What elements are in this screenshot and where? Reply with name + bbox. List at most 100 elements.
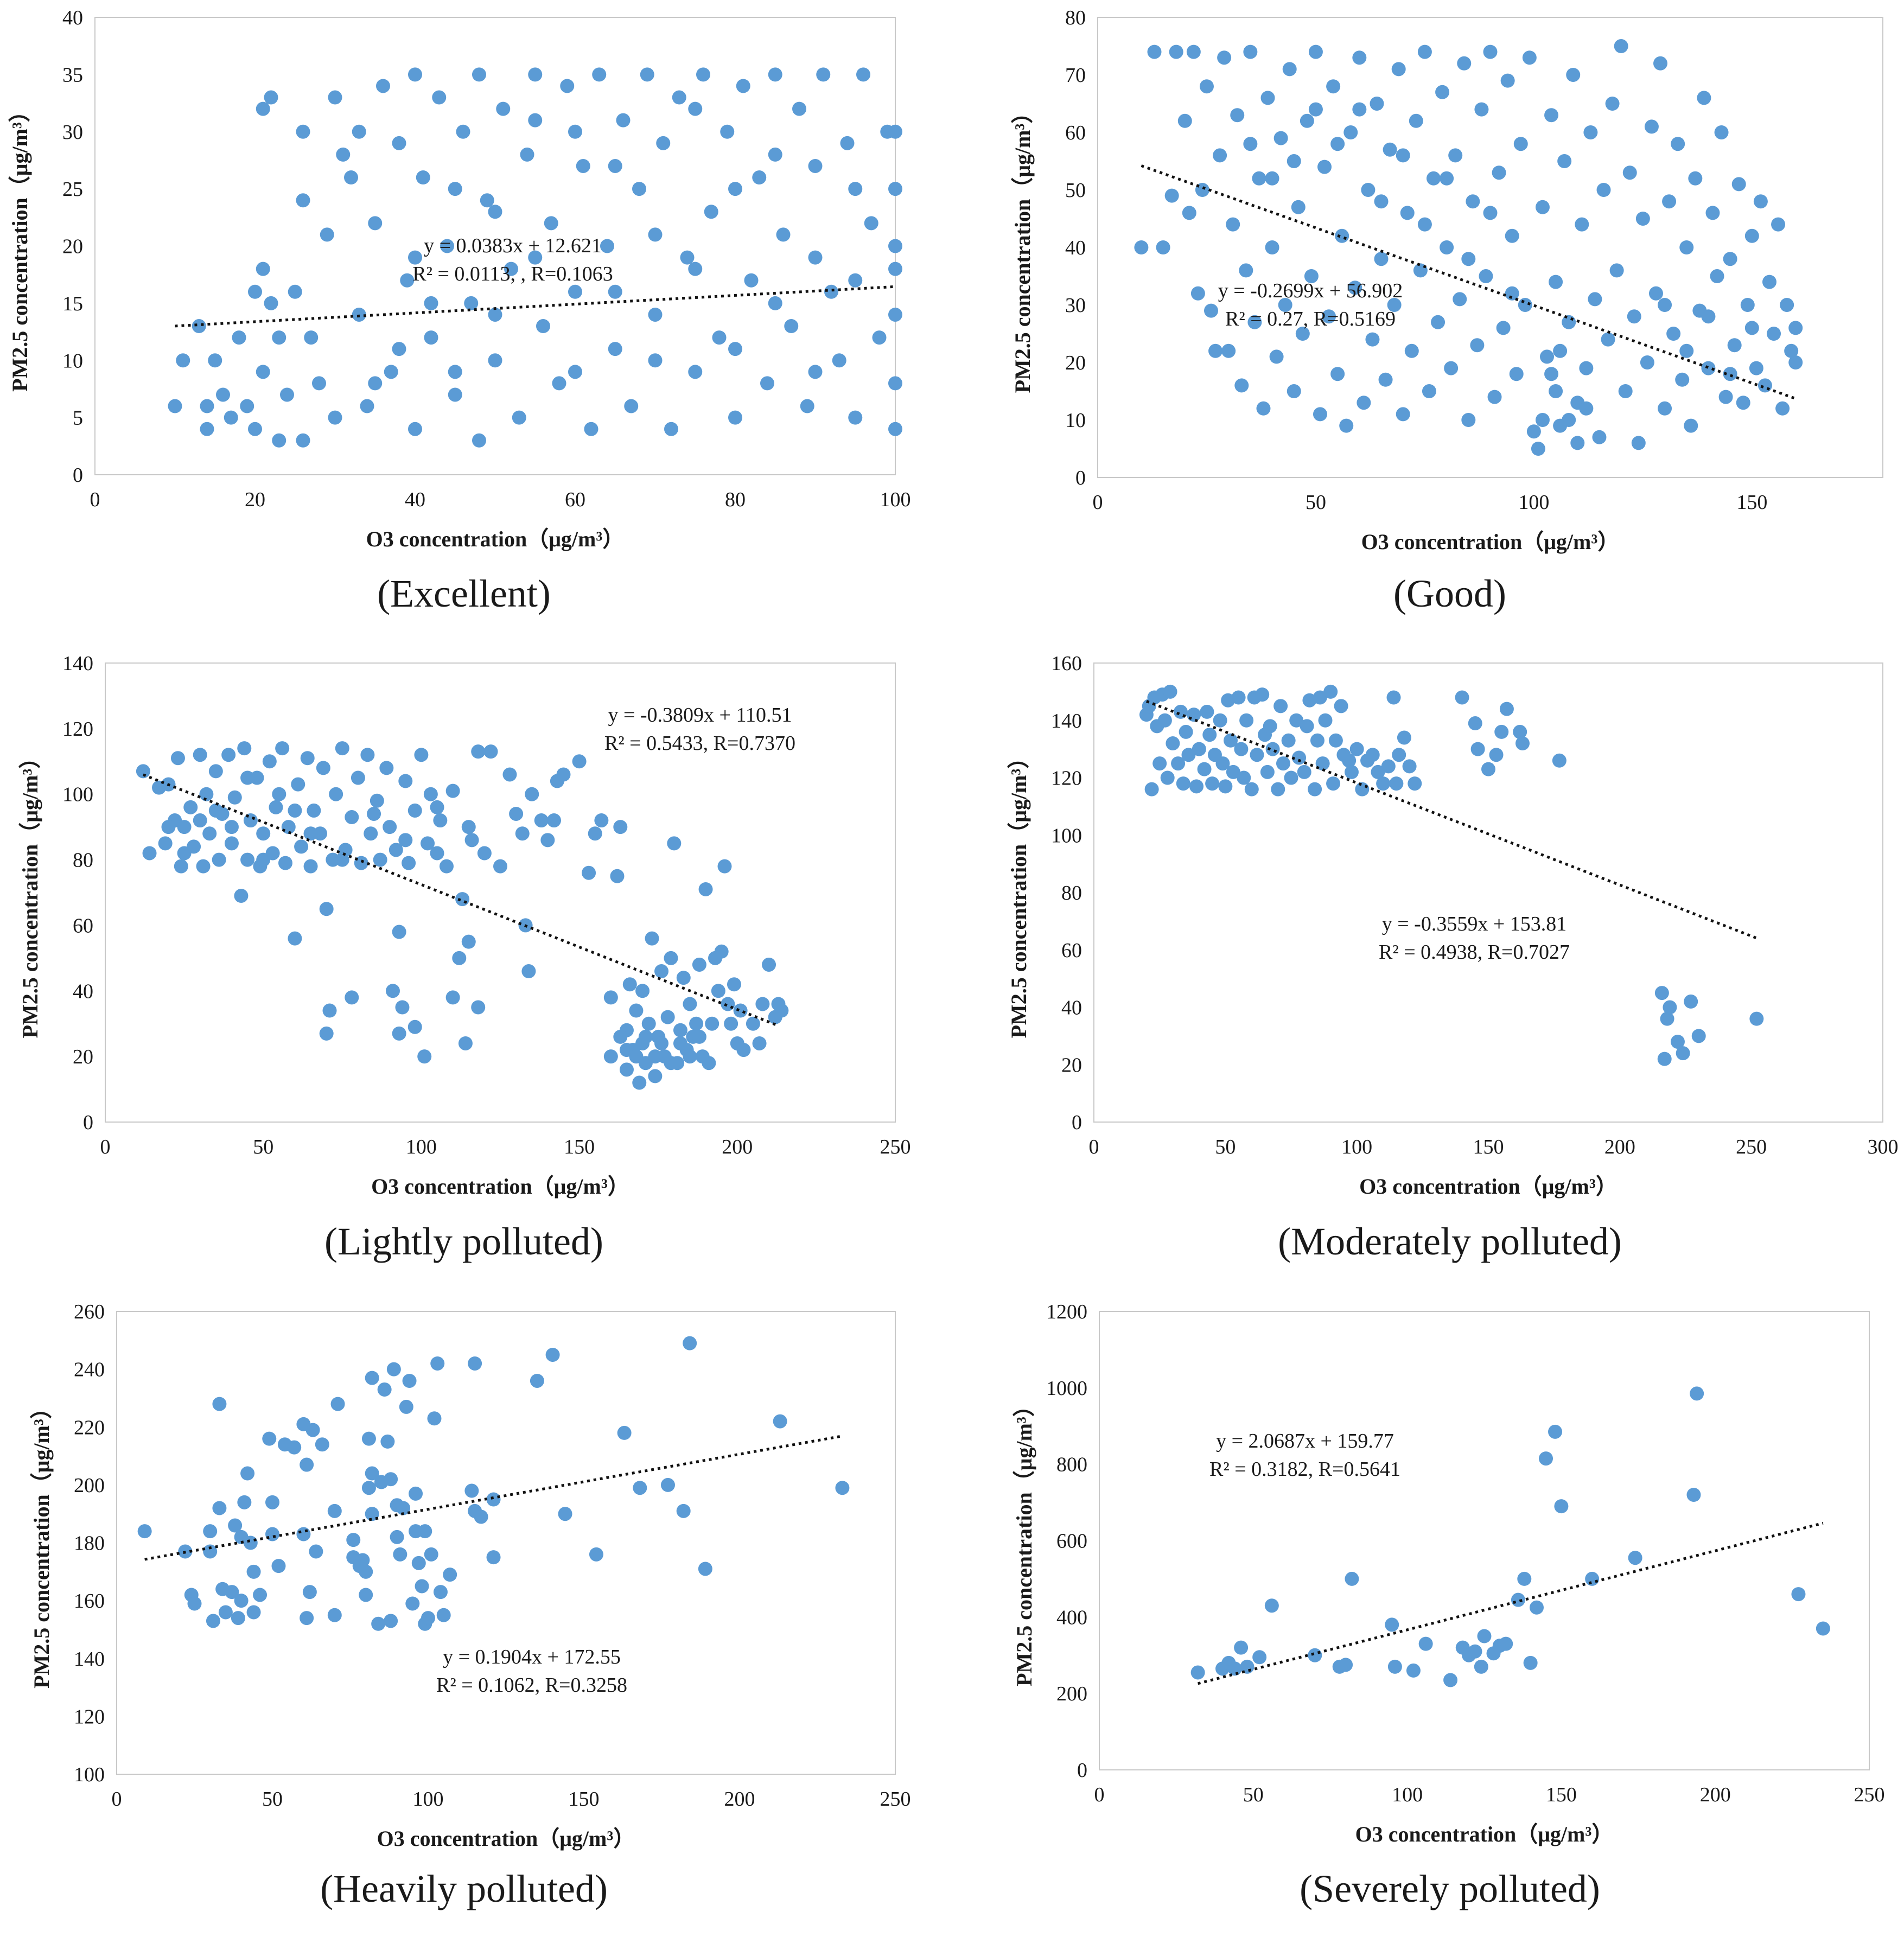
data-point <box>393 1547 407 1562</box>
data-point <box>840 136 855 150</box>
y-tick-label: 140 <box>1051 710 1082 732</box>
data-point <box>617 1425 632 1440</box>
data-point <box>1499 702 1514 716</box>
data-point <box>231 1611 245 1626</box>
data-point <box>683 997 697 1011</box>
data-point <box>1156 240 1170 254</box>
data-point <box>1671 137 1685 151</box>
y-tick-label: 0 <box>73 464 83 487</box>
data-point <box>1549 275 1563 289</box>
trendline-stats: R² = 0.5433, R=0.7370 <box>604 732 795 755</box>
data-point <box>264 90 278 105</box>
data-point <box>142 846 157 861</box>
data-point <box>360 399 374 413</box>
data-point <box>629 1049 644 1064</box>
data-point <box>1163 684 1177 699</box>
data-point <box>1282 62 1297 77</box>
data-point <box>1552 753 1566 768</box>
x-tick-label: 250 <box>1736 1136 1767 1158</box>
data-point <box>1648 286 1663 301</box>
data-point <box>1653 56 1668 71</box>
data-point <box>1544 108 1559 123</box>
trendline-stats: R² = 0.4938, R=0.7027 <box>1379 941 1570 964</box>
data-point <box>1483 44 1498 59</box>
y-tick-label: 20 <box>1065 352 1086 374</box>
data-point <box>416 170 430 185</box>
data-point <box>328 410 342 425</box>
data-point <box>327 1608 342 1622</box>
data-point <box>545 1347 560 1362</box>
data-point <box>698 882 713 896</box>
y-tick-label: 1000 <box>1046 1377 1087 1400</box>
data-point <box>1265 240 1279 254</box>
data-point <box>1247 315 1262 329</box>
x-axis-title: O3 concentration（μg/m³） <box>1359 1174 1618 1199</box>
data-point <box>1192 742 1206 756</box>
data-point <box>613 820 628 834</box>
data-point <box>800 399 814 413</box>
x-tick-label: 0 <box>90 488 100 511</box>
y-tick-label: 10 <box>1065 409 1086 432</box>
x-tick-label: 150 <box>564 1136 595 1158</box>
data-point <box>240 852 255 867</box>
data-point <box>1204 303 1219 318</box>
data-point <box>1496 321 1511 335</box>
data-point <box>212 1501 227 1515</box>
data-point <box>193 813 207 828</box>
data-point <box>1417 44 1432 59</box>
data-point <box>1200 704 1214 719</box>
y-tick-label: 260 <box>74 1301 105 1323</box>
data-point <box>1186 44 1201 59</box>
data-point <box>528 250 543 265</box>
data-point <box>1171 756 1186 771</box>
data-point <box>1431 315 1445 329</box>
x-tick-label: 50 <box>1243 1783 1264 1806</box>
data-point <box>206 1614 220 1628</box>
data-point <box>692 957 706 972</box>
data-point <box>711 984 725 998</box>
data-point <box>1771 217 1786 232</box>
data-point <box>1381 759 1396 774</box>
plot-frame <box>1099 1311 1870 1770</box>
data-point <box>1622 165 1637 180</box>
chart-4: 0 20 40 60 80 100 120 140 160 0 50 100 150 200 250 300 y… <box>1007 652 1899 1263</box>
plot-frame <box>116 1311 896 1775</box>
data-point <box>688 365 703 379</box>
data-point <box>199 787 214 801</box>
data-point <box>1791 1587 1806 1602</box>
data-point <box>240 399 254 413</box>
data-point <box>1455 690 1469 705</box>
y-tick-label: 180 <box>74 1532 105 1555</box>
data-point <box>271 1559 286 1573</box>
data-point <box>275 741 290 756</box>
y-axis-title: PM2.5 concentration（μg/m³） <box>1007 747 1031 1038</box>
data-point <box>1474 102 1489 117</box>
data-point <box>1308 1648 1322 1662</box>
data-point <box>407 803 422 818</box>
data-point <box>281 820 296 834</box>
x-tick-label: 0 <box>112 1788 122 1811</box>
data-point <box>547 813 562 828</box>
x-tick-label: 200 <box>724 1788 755 1811</box>
y-tick-label: 30 <box>62 121 83 144</box>
data-point <box>1788 321 1803 335</box>
data-point <box>464 833 479 848</box>
y-tick-label: 120 <box>1051 767 1082 790</box>
data-point <box>1515 736 1530 751</box>
y-tick-label: 240 <box>74 1359 105 1381</box>
data-point <box>365 1371 379 1385</box>
y-tick-label: 160 <box>1051 652 1082 675</box>
data-point <box>667 836 682 851</box>
data-point <box>430 800 444 814</box>
data-point <box>1723 252 1737 266</box>
data-point <box>1344 764 1359 779</box>
data-point <box>300 1457 314 1472</box>
data-point <box>1631 436 1646 450</box>
data-point <box>240 1466 255 1481</box>
data-point <box>243 1535 258 1550</box>
data-point <box>316 761 330 775</box>
data-point <box>1511 1592 1525 1607</box>
data-point <box>364 826 378 841</box>
x-tick-label: 0 <box>1089 1136 1099 1158</box>
data-point <box>1435 85 1450 99</box>
